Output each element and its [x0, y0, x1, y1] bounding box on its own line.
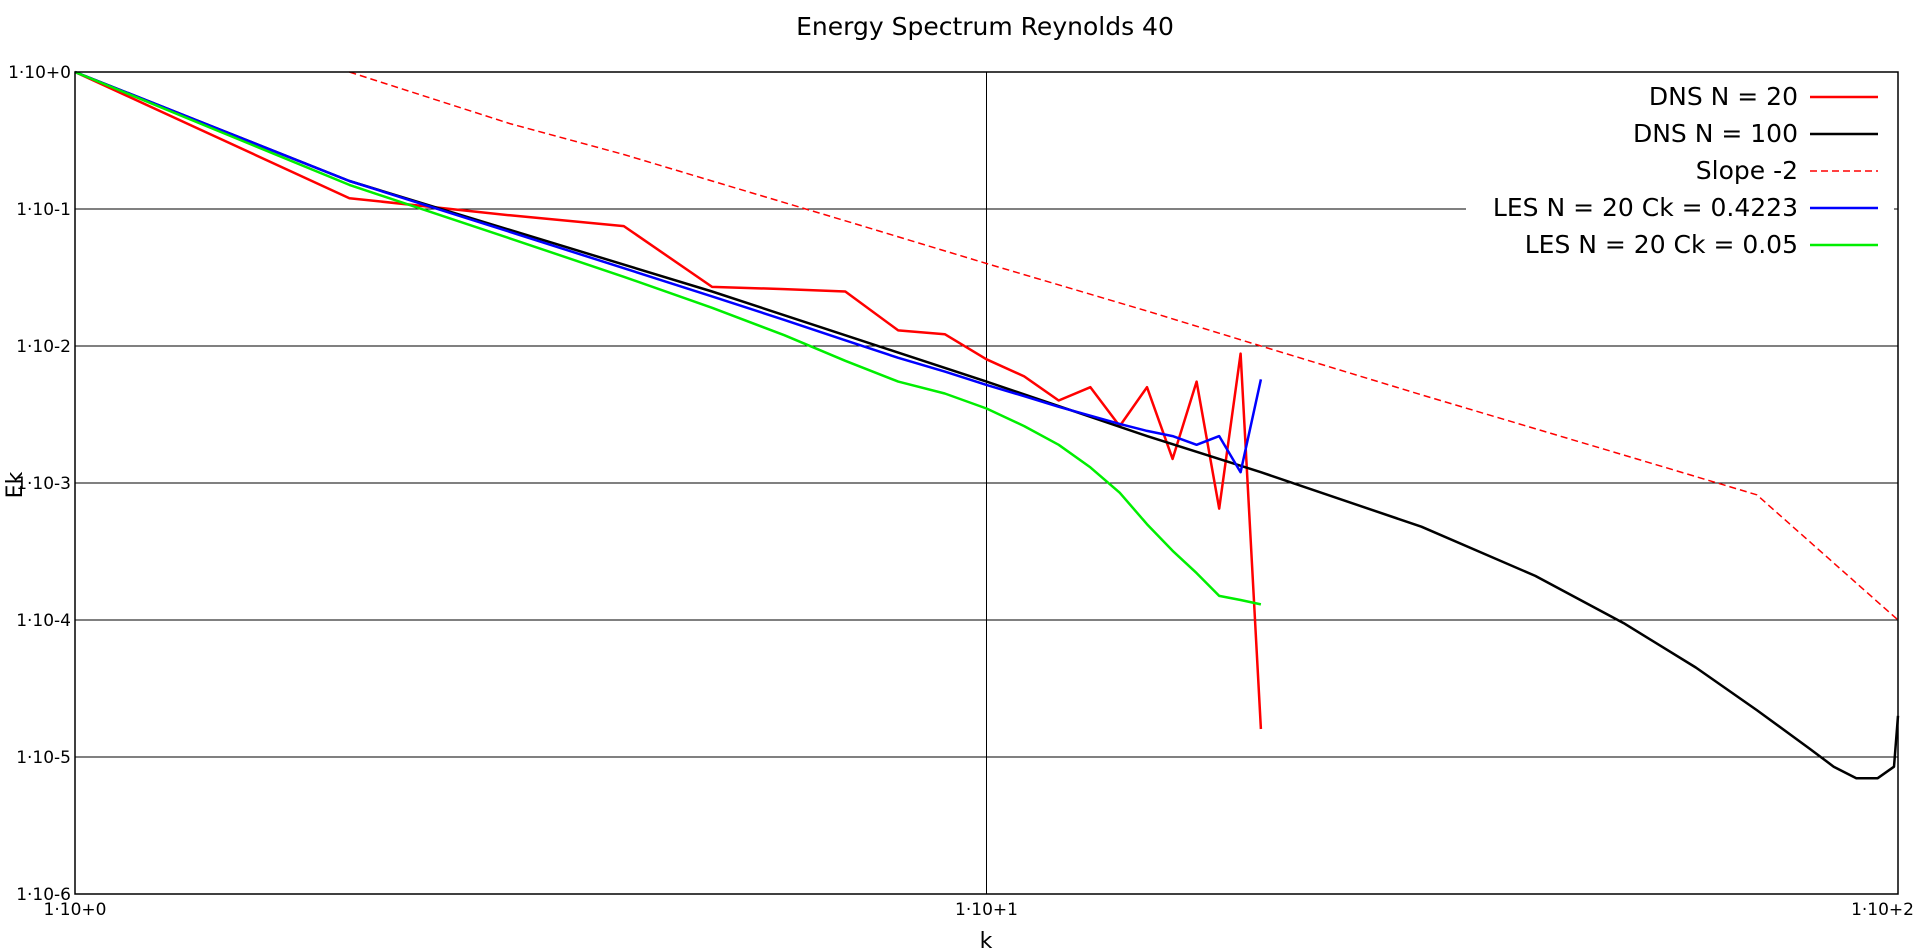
chart-title: Energy Spectrum Reynolds 40 — [796, 12, 1174, 41]
series-line-slope-2 — [349, 71, 1899, 621]
series-line-les-n-20-ck-0-4223 — [74, 70, 1263, 474]
x-tick-label: 1·10+1 — [955, 900, 1018, 920]
y-tick-label: 1·10+0 — [8, 63, 71, 83]
y-axis-ticks: 1·10+0 1·10-1 1·10-2 1·10-3 1·10-4 1·10-5 1·10… — [8, 63, 83, 905]
legend-label: DNS N = 100 — [1633, 119, 1798, 148]
x-tick-label: 1·10+2 — [1851, 900, 1914, 920]
legend: DNS N = 20 DNS N = 100 Slope -2 LES N = 20 … — [1466, 76, 1894, 264]
y-tick-label: 1·10-3 — [16, 474, 71, 494]
y-tick-label: 1·10-5 — [16, 748, 71, 768]
series-lines — [74, 70, 1900, 780]
x-axis-label: k — [980, 929, 993, 950]
series-line-les-n-20-ck-0-05 — [74, 70, 1262, 606]
legend-label: DNS N = 20 — [1649, 82, 1798, 111]
y-tick-label: 1·10-1 — [16, 200, 71, 220]
x-axis-ticks: 1·10+0 1·10+1 1·10+2 — [44, 886, 1914, 920]
y-tick-label: 1·10-4 — [16, 611, 71, 631]
legend-background — [1466, 76, 1894, 264]
y-axis-label: Ek — [3, 471, 28, 498]
legend-label: LES N = 20 Ck = 0.05 — [1525, 230, 1798, 259]
y-tick-label: 1·10-2 — [16, 337, 71, 357]
series-line-dns-n-100 — [74, 70, 1900, 780]
y-tick-label: 1·10-6 — [16, 885, 71, 905]
series-line-dns-n-20 — [74, 70, 1263, 730]
legend-label: LES N = 20 Ck = 0.4223 — [1493, 193, 1798, 222]
x-tick-label: 1·10+0 — [44, 900, 107, 920]
legend-label: Slope -2 — [1696, 156, 1798, 185]
